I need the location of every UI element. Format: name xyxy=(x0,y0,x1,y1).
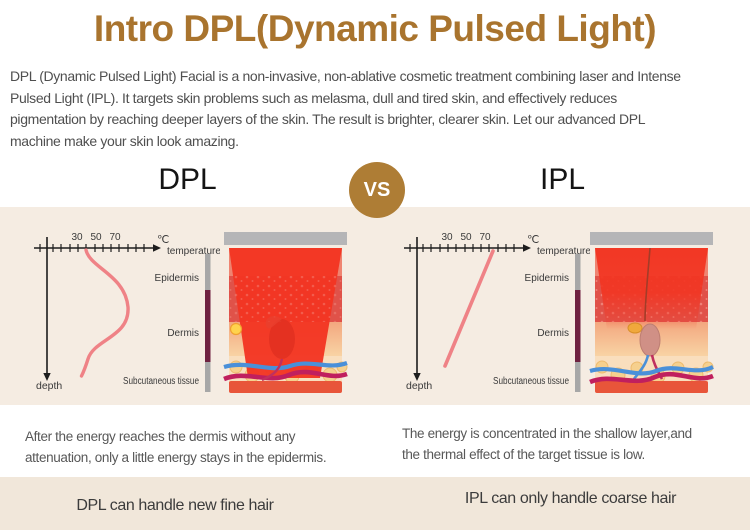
hair-shaft xyxy=(644,247,651,322)
tick-label-50: 50 xyxy=(90,232,102,243)
sebaceous-gland xyxy=(229,322,243,336)
applicator-head xyxy=(590,232,713,245)
dpl-description: After the energy reaches the dermis with… xyxy=(25,426,327,468)
hair-follicle xyxy=(639,323,661,357)
ipl-energy-zone xyxy=(595,248,708,329)
applicator-head xyxy=(224,232,347,245)
temperature-axis-label: temperature xyxy=(537,246,590,257)
sebaceous-gland xyxy=(627,322,643,334)
ipl-caption: IPL can only handle coarse hair xyxy=(464,490,677,507)
depth-axis-label: depth xyxy=(36,380,62,392)
celsius-unit-label: ℃ xyxy=(157,234,169,246)
comparison-panel: 30 50 70 ℃ temperature depth Epidermis D… xyxy=(0,207,750,405)
tick-label-70: 70 xyxy=(479,232,491,243)
axis-ticks xyxy=(39,244,145,252)
description-band: After the energy reaches the dermis with… xyxy=(0,405,750,477)
ipl-description-line-1: The energy is concentrated in the shallo… xyxy=(402,426,692,441)
dpl-description-line-1: After the energy reaches the dermis with… xyxy=(25,429,296,444)
ipl-heading: IPL xyxy=(539,163,586,196)
dermis-label: Dermis xyxy=(537,328,569,339)
dpl-skin-illustration xyxy=(223,232,348,393)
x-axis-arrow-icon xyxy=(153,244,161,252)
intro-line-4: machine make your skin look amazing. xyxy=(10,132,239,149)
epidermis-label: Epidermis xyxy=(155,273,199,284)
page-title: Intro DPL(Dynamic Pulsed Light) xyxy=(93,8,657,49)
dpl-caption: DPL can handle new fine hair xyxy=(76,497,274,514)
dpl-depth-temperature-graph: 30 50 70 ℃ temperature depth Epidermis D… xyxy=(34,232,220,392)
x-axis-arrow-icon xyxy=(523,244,531,252)
artery-crimson xyxy=(223,369,348,382)
y-axis-arrow-icon xyxy=(413,373,421,381)
y-axis-arrow-icon xyxy=(43,373,51,381)
skin-layer-bar xyxy=(575,254,581,392)
ipl-energy-depth-curve xyxy=(443,249,495,368)
axis-ticks xyxy=(409,244,515,252)
tick-label-70: 70 xyxy=(109,232,121,243)
temperature-axis-label: temperature xyxy=(167,246,220,257)
intro-line-3: pigmentation by reaching deeper layers o… xyxy=(10,111,646,127)
artery-crimson xyxy=(589,371,714,385)
ipl-depth-temperature-graph: 30 50 70 ℃ temperature depth Epidermis D… xyxy=(404,232,590,392)
muscle-layer xyxy=(229,381,342,393)
dpl-energy-depth-curve xyxy=(79,248,130,378)
vs-badge: VS xyxy=(349,162,405,218)
muscle-layer xyxy=(595,381,708,393)
epidermis-label: Epidermis xyxy=(525,273,569,284)
celsius-unit-label: ℃ xyxy=(527,234,539,246)
tick-label-30: 30 xyxy=(441,232,453,243)
intro-line-1: DPL (Dynamic Pulsed Light) Facial is a n… xyxy=(10,68,681,84)
dermis-label: Dermis xyxy=(167,328,199,339)
skin-layer-bar xyxy=(205,254,211,392)
tick-label-30: 30 xyxy=(71,232,83,243)
hair-follicle xyxy=(269,319,295,359)
ipl-description-line-2: the thermal effect of the target tissue … xyxy=(402,447,645,462)
ipl-skin-illustration xyxy=(589,232,714,393)
ipl-description: The energy is concentrated in the shallo… xyxy=(402,423,692,465)
caption-band: DPL can handle new fine hair IPL can onl… xyxy=(0,477,750,530)
subcutaneous-label: Subcutaneous tissue xyxy=(123,376,199,387)
tick-label-50: 50 xyxy=(460,232,472,243)
depth-axis-label: depth xyxy=(406,380,432,392)
dpl-heading: DPL xyxy=(158,163,217,196)
intro-line-2: Pulsed Light (IPL). It targets skin prob… xyxy=(10,89,617,106)
intro-paragraph: DPL (Dynamic Pulsed Light) Facial is a n… xyxy=(10,66,750,152)
dpl-description-line-2: attenuation, only a little energy stays … xyxy=(25,450,327,465)
vein-blue xyxy=(589,365,714,376)
vein-blue xyxy=(223,360,348,371)
subcutaneous-label: Subcutaneous tissue xyxy=(493,376,569,387)
